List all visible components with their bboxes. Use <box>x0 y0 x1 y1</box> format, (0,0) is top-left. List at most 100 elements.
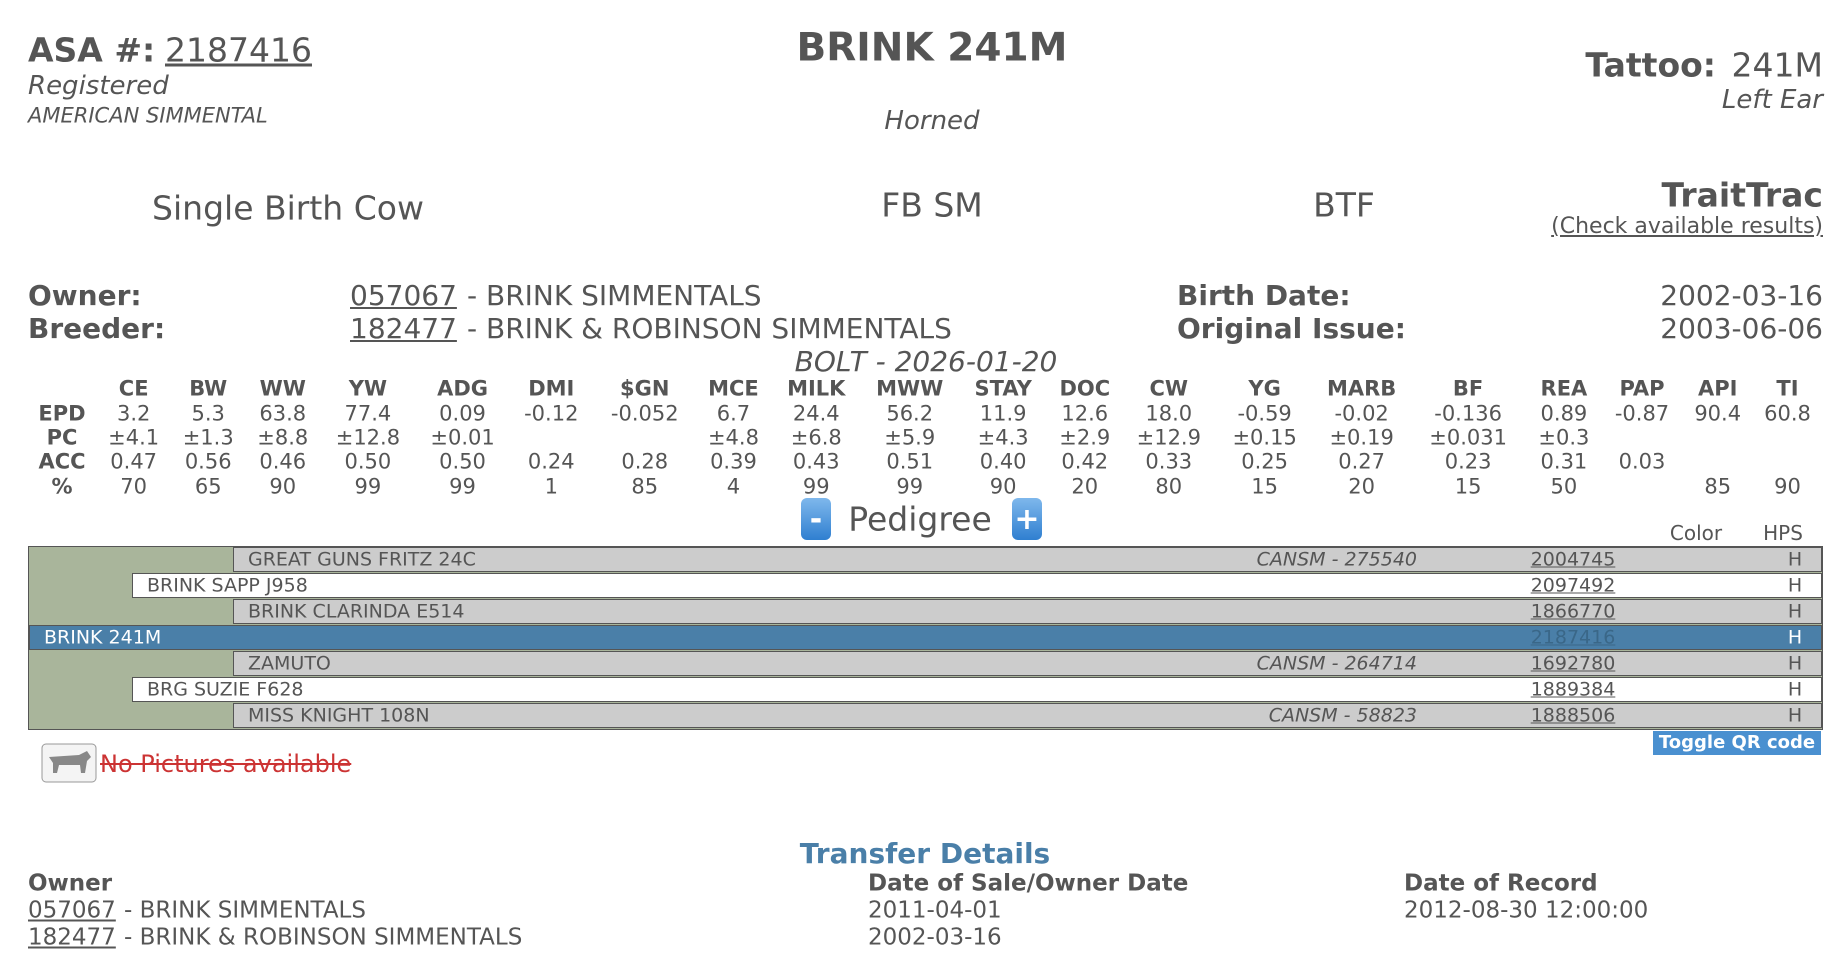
pedigree-hps: H <box>1787 574 1803 597</box>
epd-cell: 0.09 <box>439 401 486 426</box>
tattoo: 241M <box>1731 45 1823 85</box>
epd-cell: ±12.8 <box>335 425 401 450</box>
epd-cell: 0.33 <box>1145 449 1193 474</box>
pedigree-alt-reg: CANSM - 275540 <box>1256 548 1417 571</box>
pedigree-row: BRINK SAPP J958 2097492 H <box>132 573 1822 598</box>
collapse-button[interactable]: - <box>801 498 831 540</box>
epd-cell: -0.136 <box>1434 401 1502 426</box>
epd-cell: -0.052 <box>610 401 679 426</box>
epd-column: TI <box>1776 376 1799 401</box>
pedigree-name[interactable]: BRINK CLARINDA E514 <box>248 600 465 623</box>
epd-column: PAP <box>1619 376 1665 401</box>
pedigree-name[interactable]: GREAT GUNS FRITZ 24C <box>248 548 476 571</box>
epd-cell: 0.25 <box>1241 449 1289 474</box>
pedigree-row: ZAMUTO CANSM - 264714 1692780 H <box>233 651 1822 676</box>
transfer-header: Date of Record <box>1404 870 1598 897</box>
epd-cell: 85 <box>1704 474 1732 499</box>
epd-column: WW <box>259 376 306 401</box>
expand-button[interactable]: + <box>1012 498 1042 540</box>
epd-cell: 80 <box>1155 474 1183 499</box>
horn-status: Horned <box>884 106 980 136</box>
epd-cell: 63.8 <box>259 401 307 426</box>
asa-number[interactable]: 2187416 <box>165 30 312 70</box>
epd-column: $GN <box>620 376 670 401</box>
epd-cell: 0.56 <box>184 449 232 474</box>
epd-cell: 0.27 <box>1338 449 1386 474</box>
pedigree-reg[interactable]: 2004745 <box>1530 548 1616 571</box>
epd-cell: 99 <box>802 474 830 499</box>
epd-cell: ±0.3 <box>1538 425 1590 450</box>
epd-row-label: EPD <box>38 401 86 426</box>
epd-column: STAY <box>974 376 1032 401</box>
epd-cell: ±6.8 <box>790 425 842 450</box>
epd-title: BOLT - 2026-01-20 <box>794 345 1058 378</box>
epd-column: CW <box>1149 376 1189 401</box>
pedigree-name[interactable]: BRINK 241M <box>44 626 162 649</box>
epd-cell: 0.42 <box>1061 449 1109 474</box>
epd-cell: 0.24 <box>527 449 575 474</box>
epd-cell: 0.28 <box>621 449 669 474</box>
epd-cell: 90.4 <box>1694 401 1742 426</box>
pedigree-reg[interactable]: 1888506 <box>1530 704 1616 727</box>
epd-column: YG <box>1248 376 1281 401</box>
birth-type: Single Birth Cow <box>152 188 424 228</box>
animal-name: BRINK 241M <box>796 25 1068 71</box>
pedigree-hps: H <box>1787 652 1803 675</box>
date: 2003-06-06 <box>1660 312 1823 345</box>
date-label: Original Issue: <box>1177 312 1406 345</box>
party-id[interactable]: 182477 <box>350 312 457 345</box>
pedigree-hps: H <box>1787 600 1803 623</box>
association: AMERICAN SIMMENTAL <box>28 103 268 128</box>
color-header: Color <box>1669 521 1723 545</box>
transfer-header: Date of Sale/Owner Date <box>868 870 1189 897</box>
epd-cell: 99 <box>449 474 476 499</box>
epd-cell: 4 <box>726 474 741 499</box>
qr-button[interactable]: Toggle QR code <box>1653 731 1821 755</box>
pedigree-reg[interactable]: 1692780 <box>1530 652 1616 675</box>
epd-cell: 0.50 <box>344 449 392 474</box>
transfer-owner-id[interactable]: 057067 <box>28 897 116 924</box>
transfer-owner-name: - BRINK & ROBINSON SIMMENTALS <box>124 924 523 951</box>
transfer-owner-id[interactable]: 182477 <box>28 924 116 951</box>
pedigree-name[interactable]: BRG SUZIE F628 <box>147 678 304 701</box>
traittrac-link[interactable]: (Check available results) <box>1551 214 1823 239</box>
pedigree-name[interactable]: ZAMUTO <box>248 652 331 675</box>
epd-cell: ±4.3 <box>977 425 1029 450</box>
party-id[interactable]: 057067 <box>350 279 457 312</box>
pedigree-row: GREAT GUNS FRITZ 24C CANSM - 275540 200474… <box>233 547 1822 572</box>
epd-cell: ±0.031 <box>1429 425 1507 450</box>
epd-cell: 50 <box>1550 474 1578 499</box>
epd-cell: 85 <box>631 474 659 499</box>
pedigree-reg[interactable]: 2097492 <box>1530 574 1616 597</box>
party-label: Owner: <box>28 279 142 312</box>
breed: FB SM <box>881 185 983 225</box>
pedigree-reg[interactable]: 1889384 <box>1530 678 1616 701</box>
pedigree-alt-reg: CANSM - 58823 <box>1268 704 1417 727</box>
date-label: Birth Date: <box>1177 279 1351 312</box>
epd-cell: -0.87 <box>1614 401 1670 426</box>
pedigree-hps: H <box>1787 704 1803 727</box>
epd-cell: 0.23 <box>1444 449 1492 474</box>
epd-cell: 77.4 <box>344 401 392 426</box>
epd-column: CE <box>118 376 149 401</box>
epd-cell: 0.89 <box>1540 401 1588 426</box>
epd-cell: 0.40 <box>979 449 1027 474</box>
pedigree-row: BRINK 241M 2187416 H <box>29 625 1822 650</box>
pedigree-reg[interactable]: 1866770 <box>1530 600 1616 623</box>
epd-cell: 60.8 <box>1764 401 1811 426</box>
epd-cell: 0.46 <box>259 449 307 474</box>
epd-column: API <box>1697 376 1738 401</box>
epd-cell: ±0.15 <box>1232 425 1297 450</box>
pedigree-row: BRINK CLARINDA E514 1866770 H <box>233 599 1822 624</box>
epd-column: DMI <box>528 376 575 401</box>
pedigree-name[interactable]: MISS KNIGHT 108N <box>248 704 430 727</box>
no-pictures: No Pictures available <box>100 750 352 778</box>
pedigree-reg[interactable]: 2187416 <box>1530 626 1616 649</box>
epd-cell: ±0.01 <box>430 425 495 450</box>
pedigree-name[interactable]: BRINK SAPP J958 <box>147 574 308 597</box>
epd-cell: -0.02 <box>1334 401 1389 426</box>
traittrac: TraitTrac <box>1661 175 1823 215</box>
hps-header: HPS <box>1763 521 1803 545</box>
epd-cell: 65 <box>194 474 222 499</box>
epd-cell: -0.12 <box>524 401 579 426</box>
